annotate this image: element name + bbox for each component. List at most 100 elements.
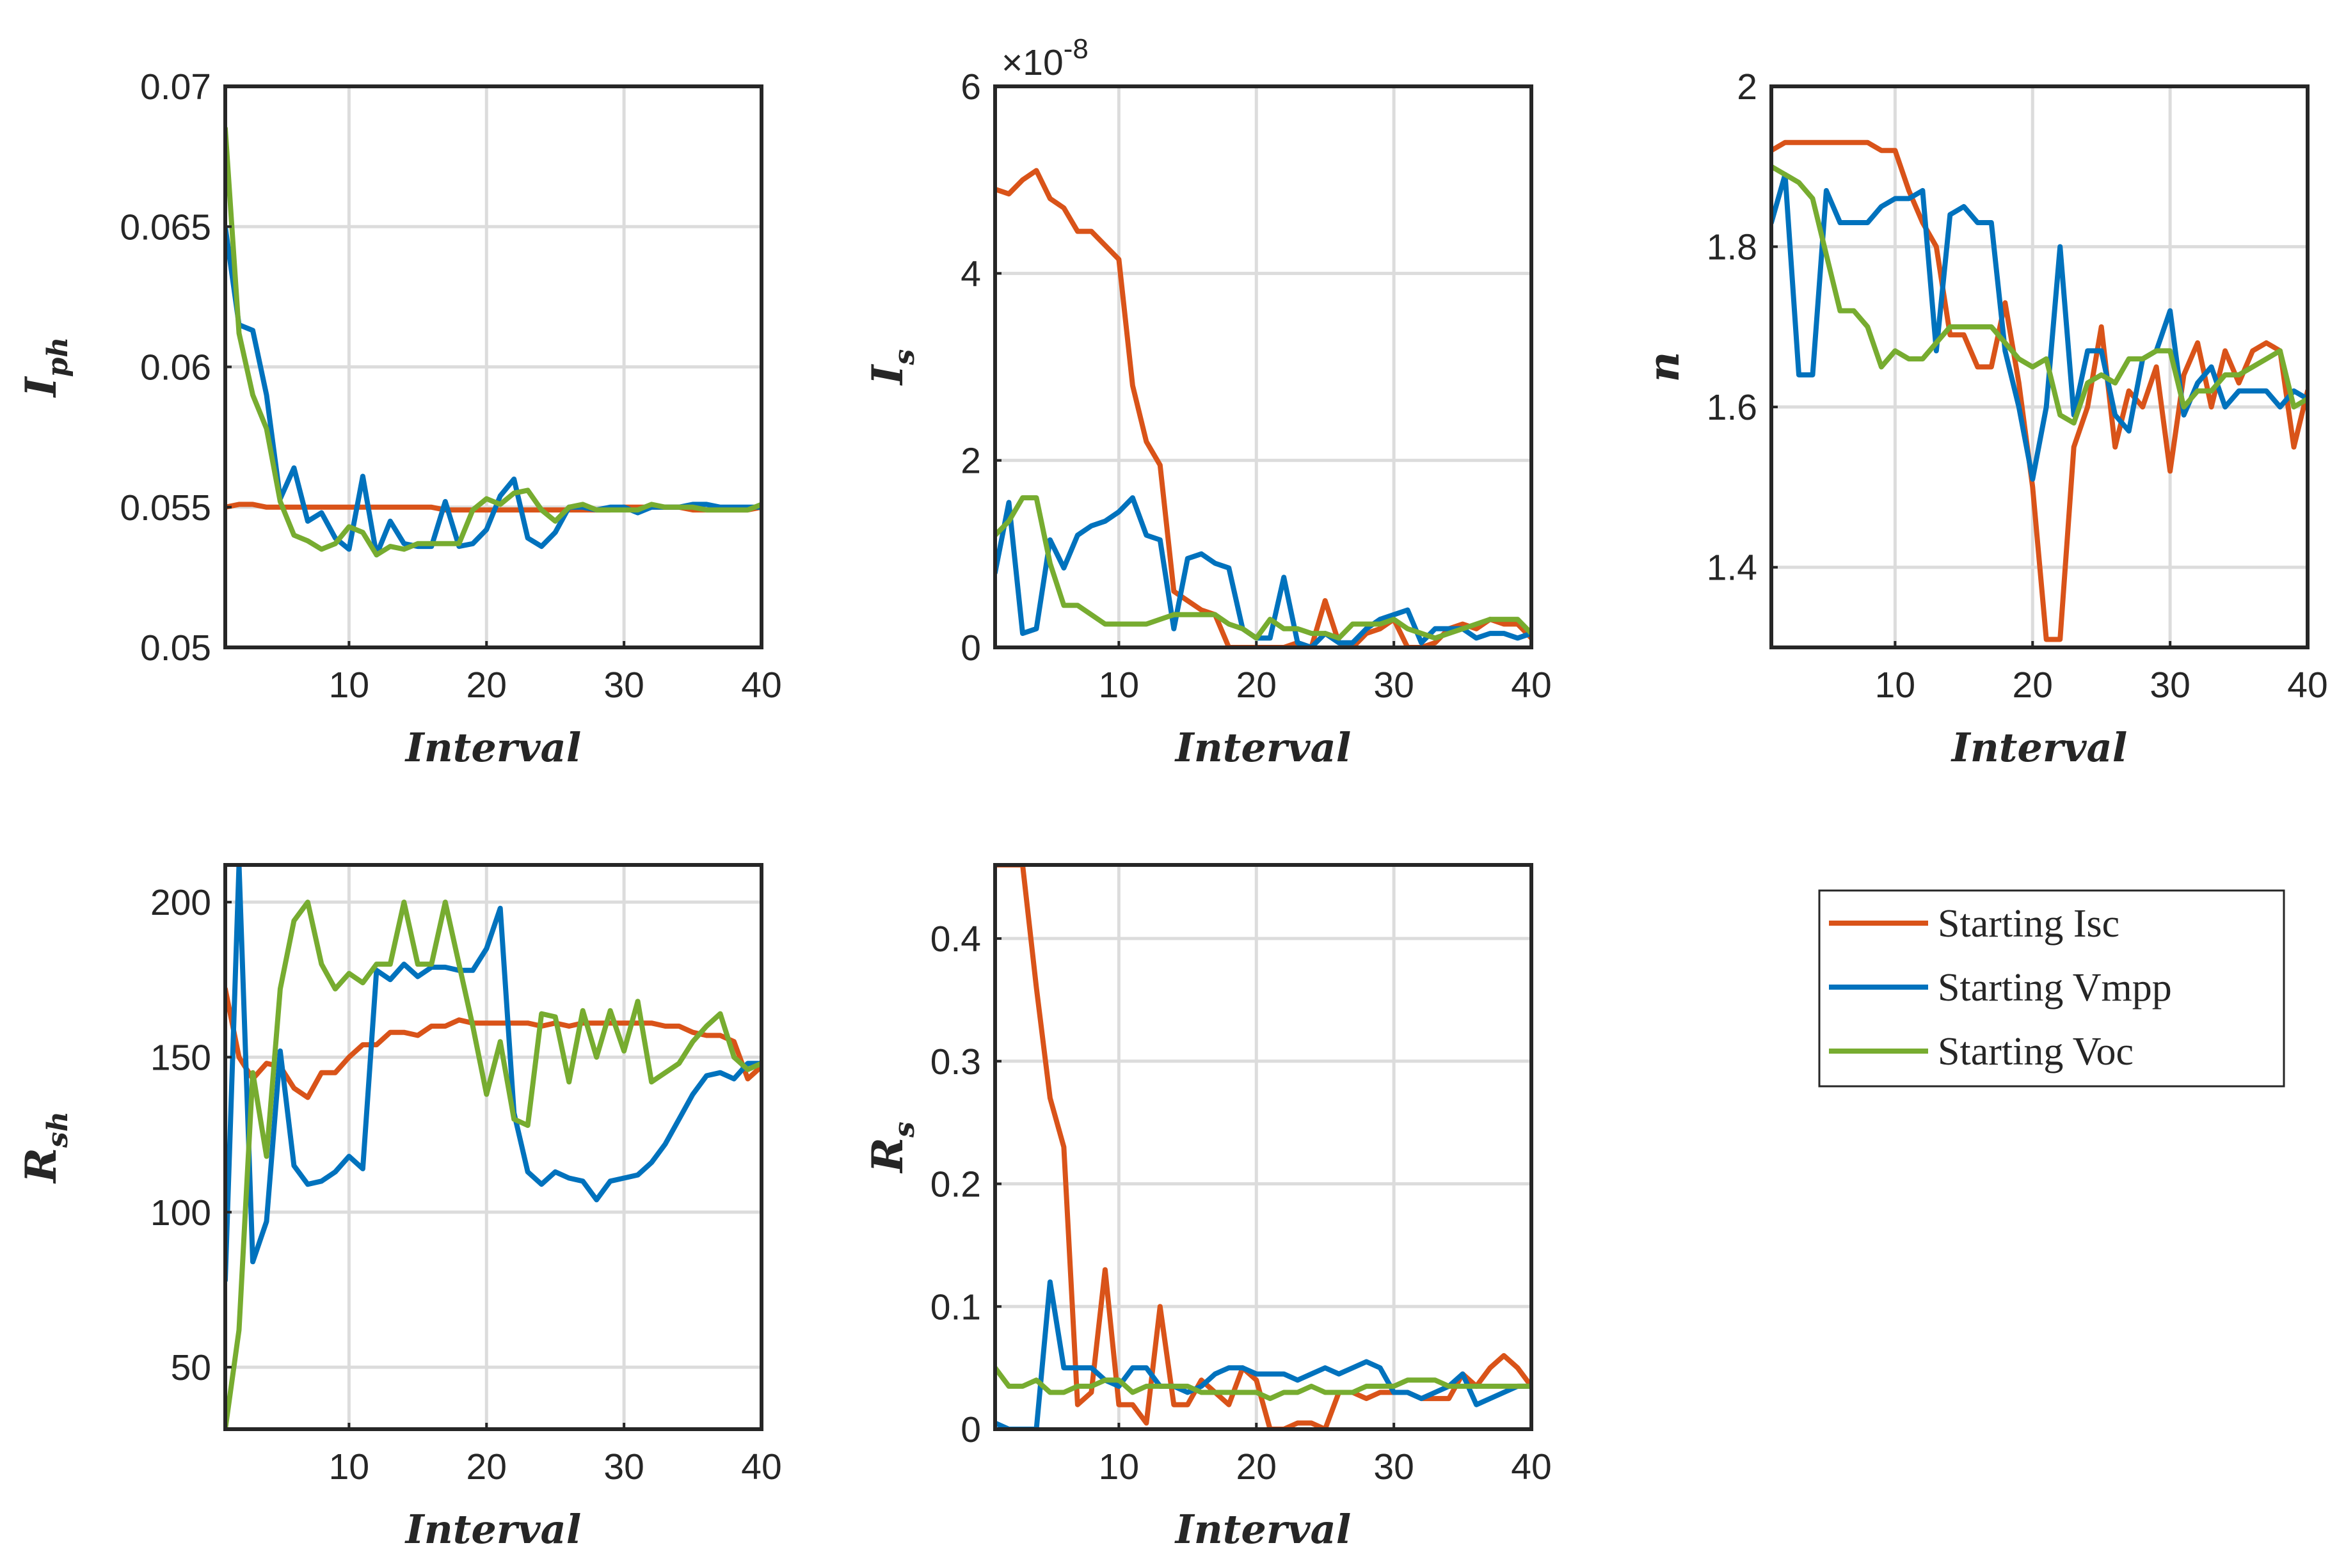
series-line-rsh-2: [225, 899, 762, 1429]
subplot-rsh: 10 20 30 40 50 100 150 200 Interval Rsh: [16, 863, 782, 1553]
series-line-rs-2: [995, 1365, 1531, 1402]
x-tick-label-n-2: 30: [2150, 665, 2190, 706]
legend-entry-voc: Starting Voc: [1829, 1030, 2134, 1073]
y-tick-label-rsh-0: 50: [171, 1347, 211, 1388]
y-axis-label-sub-rs: s: [888, 1121, 921, 1138]
series-group-rsh: [225, 865, 762, 1429]
y-tick-label-rsh-3: 200: [150, 882, 211, 923]
y-tick-label-is-0: 0: [961, 628, 981, 669]
subplot-iph: 10 20 30 40 0.05 0.055 0.06 0.065 0.07 Interval Ip…: [16, 67, 782, 771]
axes-box-rs: [993, 863, 1533, 1431]
series-line-rsh-1: [225, 865, 762, 1283]
x-axis-label-n: Interval: [1951, 724, 2128, 771]
x-axis-label-iph: Interval: [404, 724, 582, 771]
legend-entry-vmpp: Starting Vmpp: [1829, 966, 2172, 1010]
x-tick-label-n-1: 20: [2013, 665, 2053, 706]
axes-box-rsh: [223, 863, 763, 1431]
y-tick-label-rs-1: 0.1: [930, 1287, 981, 1327]
y-axis-label-main-is: I: [863, 363, 913, 386]
y-tick-label-is-2: 4: [961, 253, 981, 294]
x-tick-label-is-2: 30: [1373, 665, 1414, 706]
series-line-is-1: [995, 495, 1531, 647]
plot-area-rsh: [225, 865, 762, 1429]
y-axis-label-rsh: Rsh: [16, 1111, 74, 1184]
series-line-rs-0: [995, 865, 1531, 1429]
subplots: 10 20 30 400.050.0550.060.0650.07IntervalIp…: [16, 33, 2328, 1553]
y-tick-label-rs-3: 0.3: [930, 1041, 981, 1082]
series-line-rs-1: [995, 1279, 1531, 1429]
series-group-iph: [225, 125, 762, 558]
subplot-is: 10 20 30 40 0 2 4 6 Interval Is ×10-8: [863, 33, 1552, 771]
x-tick-label-is-1: 20: [1236, 665, 1277, 706]
x-tick-label-iph-1: 20: [467, 665, 507, 706]
x-tick-label-rsh-0: 10: [329, 1446, 369, 1487]
y-axis-label-is: Is: [863, 349, 921, 386]
x-tick-label-rs-1: 20: [1236, 1446, 1277, 1487]
x-axis-label-rsh: Interval: [404, 1506, 582, 1553]
subplot-n: 10 20 30 40 1.4 1.6 1.8 2 Interval n: [1639, 67, 2328, 771]
y-axis-label-sub-is: s: [888, 349, 921, 366]
axes-box-n: [1769, 84, 2310, 649]
y-tick-label-is-3: 6: [961, 67, 981, 107]
y-tick-label-n-3: 2: [1737, 67, 1757, 107]
series-line-n-0: [1771, 139, 2308, 642]
legend-label-vmpp: Starting Vmpp: [1938, 966, 2172, 1010]
y-tick-label-n-1: 1.6: [1707, 387, 1757, 428]
y-axis-label-rs: Rs: [863, 1121, 921, 1174]
x-tick-label-rsh-2: 30: [603, 1446, 644, 1487]
y-tick-label-rsh-2: 150: [150, 1037, 211, 1078]
y-axis-label-sub-iph: ph: [42, 337, 74, 377]
y-axis-label-n: n: [1639, 352, 1689, 383]
series-line-n-1: [1771, 171, 2308, 482]
x-tick-label-rs-3: 40: [1511, 1446, 1551, 1487]
y-tick-label-iph-1: 0.055: [120, 487, 211, 528]
x-tick-label-rs-0: 10: [1099, 1446, 1139, 1487]
y-tick-label-rsh-1: 100: [150, 1192, 211, 1233]
x-tick-label-iph-3: 40: [741, 665, 781, 706]
y-tick-label-is-1: 2: [961, 441, 981, 482]
axes-box-is: [993, 84, 1533, 649]
legend: Starting Isc Starting Vmpp Starting Voc: [1818, 889, 2285, 1088]
y-axis-label-sub-rsh: sh: [42, 1111, 74, 1148]
y-tick-label-n-0: 1.4: [1707, 548, 1757, 589]
subplot-rs: 10 20 30 40 0 0.1 0.2 0.3 0.4 Interval Rs: [863, 863, 1552, 1553]
plot-area-is: [995, 86, 1531, 647]
y-tick-label-iph-3: 0.065: [120, 207, 211, 248]
x-tick-label-n-3: 40: [2287, 665, 2327, 706]
legend-entry-isc: Starting Isc: [1829, 902, 2119, 946]
y-axis-label-iph: Iph: [16, 337, 74, 399]
x-axis-label-is: Interval: [1174, 724, 1352, 771]
y-axis-label-main-n: n: [1639, 352, 1689, 383]
y-tick-label-iph-0: 0.05: [140, 628, 211, 669]
y-tick-label-iph-2: 0.06: [140, 347, 211, 388]
x-tick-label-is-3: 40: [1511, 665, 1551, 706]
y-axis-label-main-rs: R: [863, 1137, 913, 1174]
x-tick-label-iph-2: 30: [603, 665, 644, 706]
x-axis-label-rs: Interval: [1174, 1506, 1352, 1553]
y-exponent-label-is: ×10-8: [1001, 33, 1089, 83]
legend-label-isc: Starting Isc: [1938, 902, 2119, 946]
x-tick-label-rs-2: 30: [1373, 1446, 1414, 1487]
plot-area-rs: [995, 865, 1531, 1429]
y-exponent-power-is: -8: [1064, 33, 1089, 65]
series-group-rs: [995, 865, 1531, 1429]
x-tick-label-rsh-1: 20: [467, 1446, 507, 1487]
y-tick-label-iph-4: 0.07: [140, 67, 211, 107]
y-tick-label-rs-4: 0.4: [930, 919, 981, 960]
y-tick-label-rs-0: 0: [961, 1409, 981, 1450]
series-group-is: [995, 168, 1531, 647]
y-axis-label-main-rsh: R: [16, 1148, 66, 1184]
series-line-n-2: [1771, 164, 2308, 426]
y-tick-label-rs-2: 0.2: [930, 1164, 981, 1205]
series-group-n: [1771, 139, 2308, 642]
y-tick-label-n-2: 1.8: [1707, 227, 1757, 268]
y-exponent-base-is: ×10: [1001, 42, 1064, 83]
x-tick-label-iph-0: 10: [329, 665, 369, 706]
y-axis-label-main-iph: I: [16, 376, 66, 398]
x-tick-label-is-0: 10: [1099, 665, 1139, 706]
legend-label-voc: Starting Voc: [1938, 1030, 2134, 1073]
x-tick-label-rsh-3: 40: [741, 1446, 781, 1487]
series-line-iph-2: [225, 125, 762, 558]
x-tick-label-n-0: 10: [1875, 665, 1915, 706]
